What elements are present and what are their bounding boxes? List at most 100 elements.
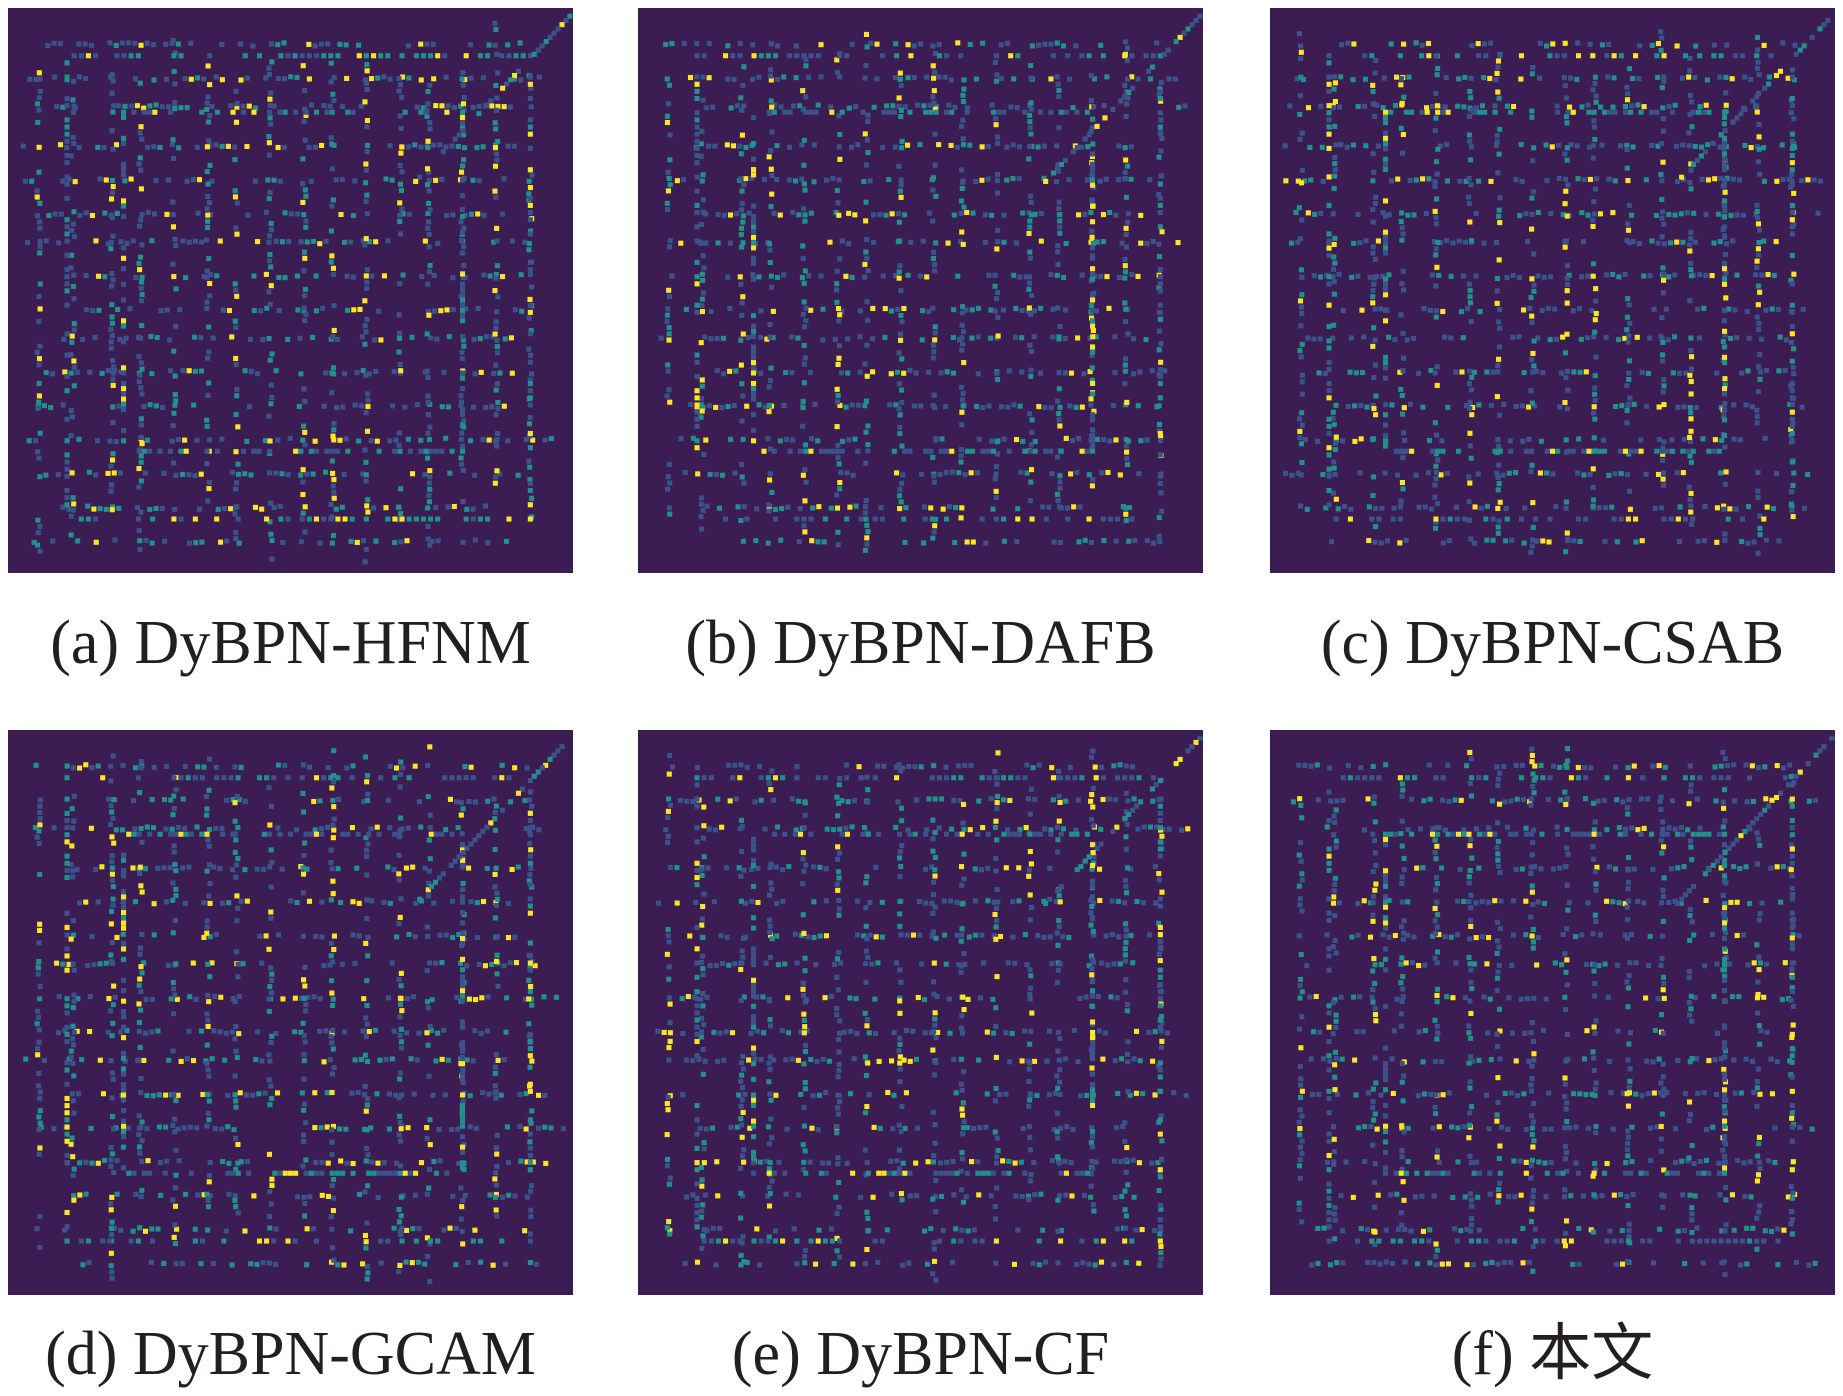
road-cell [1424, 105, 1430, 111]
ring-road-cell [1789, 438, 1795, 444]
road-cell [1590, 217, 1596, 223]
ring-road-cell [751, 412, 757, 418]
road-cell [62, 1227, 68, 1233]
road-cell [36, 95, 42, 101]
road-cell [1433, 159, 1440, 165]
road-cell [1658, 29, 1664, 35]
road-cell [134, 504, 140, 511]
road-cell [302, 255, 308, 261]
road-cell [919, 337, 925, 343]
road-cell [36, 356, 43, 362]
road-cell [896, 406, 902, 412]
road-cell [769, 489, 775, 495]
road-cell [148, 1259, 154, 1265]
road-cell [286, 238, 292, 244]
road-cell [70, 1154, 76, 1160]
road-cell [529, 284, 535, 290]
road-cell [1088, 539, 1094, 545]
road-cell [1754, 407, 1760, 413]
road-cell [1299, 422, 1305, 428]
road-cell [1638, 437, 1644, 443]
road-cell [1548, 210, 1554, 217]
road-cell [1564, 275, 1570, 281]
ring-road-cell [694, 152, 700, 159]
road-cell [992, 272, 998, 278]
road-cell [234, 101, 240, 107]
road-cell [1294, 76, 1300, 82]
road-cell [1331, 465, 1337, 471]
road-cell [141, 403, 147, 410]
road-cell [1659, 315, 1665, 321]
ring-road-cell [1789, 331, 1795, 337]
road-cell [76, 145, 82, 151]
road-cell [206, 1173, 212, 1179]
ring-road-cell [264, 516, 270, 522]
road-cell [1517, 213, 1523, 219]
road-cell [801, 162, 807, 168]
road-cell [167, 865, 173, 871]
road-cell [801, 523, 807, 529]
road-cell [738, 95, 744, 101]
ring-road-cell [701, 53, 707, 59]
road-cell [32, 438, 39, 444]
road-cell [1495, 474, 1501, 480]
road-cell [363, 459, 369, 465]
road-cell [837, 156, 843, 162]
road-cell [68, 513, 74, 519]
road-cell [815, 438, 821, 444]
road-cell [664, 200, 670, 206]
road-cell [1550, 41, 1556, 47]
road-cell [1564, 530, 1570, 536]
road-cell [1332, 173, 1338, 179]
diagonal-road-cell [531, 51, 537, 57]
road-cell [303, 311, 309, 317]
ring-road-cell [1722, 276, 1728, 282]
road-cell [349, 825, 355, 831]
ring-road-cell [1789, 409, 1795, 415]
road-cell [1405, 212, 1411, 218]
road-cell [365, 397, 371, 403]
road-cell [1433, 463, 1439, 469]
road-cell [425, 412, 432, 418]
road-cell [1791, 116, 1797, 122]
road-cell [1755, 494, 1761, 500]
road-cell [1687, 298, 1693, 304]
ring-road-cell [844, 53, 850, 59]
road-cell [526, 433, 532, 439]
ring-road-cell [135, 516, 141, 522]
road-cell [375, 1160, 381, 1166]
road-cell [34, 1226, 40, 1232]
road-cell [138, 1007, 144, 1013]
ring-road-cell [1504, 516, 1510, 522]
road-cell [279, 239, 285, 245]
road-cell [803, 57, 809, 63]
road-cell [337, 1126, 343, 1132]
ring-road-cell [293, 448, 299, 454]
road-cell [173, 1098, 179, 1104]
road-cell [243, 1092, 249, 1098]
road-cell [1399, 225, 1405, 231]
road-cell [338, 900, 344, 906]
road-cell [70, 917, 76, 924]
road-cell [170, 137, 176, 143]
road-cell [157, 144, 163, 151]
road-cell [1635, 102, 1641, 108]
road-cell [950, 334, 956, 341]
road-cell [1401, 405, 1407, 411]
road-cell [834, 386, 840, 392]
road-cell [492, 20, 498, 26]
ring-road-cell [477, 53, 483, 59]
road-cell [1780, 176, 1786, 183]
road-cell [184, 178, 190, 184]
road-cell [937, 471, 943, 478]
road-cell [168, 797, 174, 803]
road-cell [1692, 143, 1698, 149]
road-cell [1563, 499, 1569, 505]
road-cell [1099, 470, 1105, 476]
road-cell [194, 1125, 200, 1131]
road-cell [836, 343, 842, 349]
road-cell [1297, 111, 1303, 117]
road-cell [124, 240, 130, 246]
ring-road-cell [527, 480, 533, 486]
ring-road-cell [214, 448, 220, 454]
